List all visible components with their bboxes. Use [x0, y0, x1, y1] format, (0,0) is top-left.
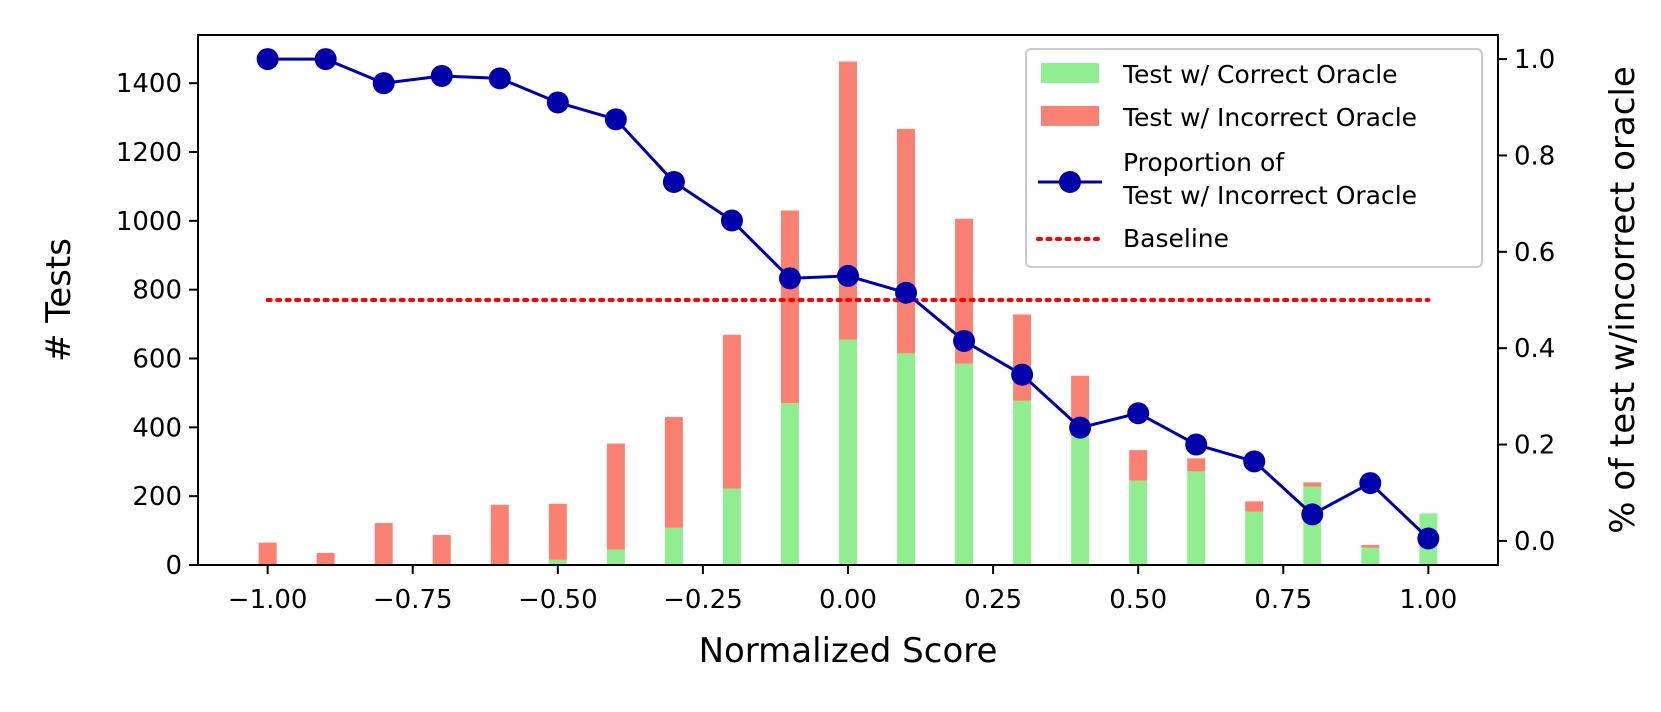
x-tick-label: 0.25: [964, 585, 1022, 615]
y-tick-label: 1000: [116, 207, 182, 237]
x-tick-label: −0.25: [663, 585, 743, 615]
proportion-point: [720, 209, 743, 232]
x-tick-label: −0.75: [373, 585, 453, 615]
x-tick-label: 0.75: [1254, 585, 1312, 615]
bar-incorrect: [1303, 482, 1322, 487]
y-axis-right: 0.0 0.2 0.4 0.6 0.8 1.0: [1498, 45, 1555, 557]
bar-incorrect: [258, 542, 277, 565]
bar-incorrect: [548, 503, 567, 560]
legend-label-proportion-line2: Test w/ Incorrect Oracle: [1122, 181, 1417, 210]
bar-incorrect: [374, 523, 393, 565]
proportion-point: [488, 67, 511, 90]
bar-correct: [548, 559, 567, 565]
y2-tick-label: 1.0: [1514, 45, 1555, 75]
bar-correct: [1013, 400, 1032, 565]
legend: Test w/ Correct Oracle Test w/ Incorrect…: [1025, 48, 1483, 268]
bar-correct: [722, 488, 741, 565]
bar-incorrect: [664, 417, 683, 528]
x-tick-label: −1.00: [228, 585, 308, 615]
legend-swatch-proportion-marker: [1059, 171, 1081, 193]
proportion-point: [430, 64, 453, 87]
bar-incorrect: [897, 128, 916, 354]
y2-tick-label: 0.8: [1514, 141, 1555, 171]
bar-incorrect: [432, 535, 451, 565]
bar-correct: [1245, 511, 1264, 565]
bar-correct: [897, 353, 916, 565]
bar-correct: [1071, 435, 1090, 565]
bar-incorrect: [1361, 545, 1380, 548]
bar-incorrect: [722, 334, 741, 489]
legend-box: [1025, 48, 1483, 268]
bar-correct: [1187, 471, 1206, 565]
bar-incorrect: [839, 61, 857, 340]
bar-correct: [955, 363, 974, 565]
bar-incorrect: [606, 443, 625, 550]
y2-axis-title: % of test w/incorrect oracle: [1603, 66, 1643, 534]
y-tick-label: 600: [132, 345, 182, 375]
y-tick-label: 1200: [116, 138, 182, 168]
proportion-point: [1417, 527, 1440, 550]
x-axis-title: Normalized Score: [699, 631, 998, 671]
proportion-point: [1359, 472, 1382, 495]
y2-tick-label: 0.0: [1514, 527, 1555, 557]
bar-incorrect: [1013, 314, 1032, 401]
x-tick-label: −0.50: [518, 585, 598, 615]
bar-correct: [839, 339, 857, 565]
bar-incorrect: [780, 210, 799, 404]
y-tick-label: 0: [165, 551, 182, 581]
legend-swatch-incorrect: [1041, 106, 1099, 126]
legend-label-proportion-line1: Proportion of: [1123, 148, 1285, 177]
proportion-point: [953, 329, 976, 352]
proportion-point: [1011, 363, 1034, 386]
proportion-point: [895, 281, 918, 304]
y-tick-label: 1400: [116, 69, 182, 99]
y-tick-label: 800: [132, 276, 182, 306]
bar-incorrect: [955, 218, 974, 364]
proportion-point: [778, 267, 801, 290]
bars-layer: [258, 61, 1438, 565]
proportion-point: [372, 72, 395, 95]
proportion-point: [1069, 416, 1092, 439]
legend-label-incorrect: Test w/ Incorrect Oracle: [1122, 103, 1417, 132]
x-tick-label: 0.50: [1109, 585, 1167, 615]
bar-incorrect: [316, 552, 335, 565]
bar-correct: [664, 527, 683, 565]
y-tick-label: 400: [132, 413, 182, 443]
bar-correct: [606, 549, 625, 565]
legend-label-baseline: Baseline: [1123, 224, 1229, 253]
proportion-point: [1185, 433, 1208, 456]
proportion-line-layer: [256, 48, 1440, 550]
y2-tick-label: 0.2: [1514, 431, 1555, 461]
y-axis-left: 0 200 400 600 800 1000 1200 1400: [116, 69, 198, 581]
bar-correct: [1303, 486, 1322, 565]
bar-incorrect: [1187, 458, 1206, 472]
bar-correct: [780, 403, 799, 565]
bar-incorrect: [1245, 501, 1264, 512]
y-axis-title: # Tests: [39, 238, 79, 362]
proportion-point: [662, 170, 685, 193]
bar-correct: [1129, 480, 1148, 565]
y2-tick-label: 0.4: [1514, 334, 1555, 364]
legend-label-correct: Test w/ Correct Oracle: [1122, 60, 1398, 89]
y2-tick-label: 0.6: [1514, 238, 1555, 268]
proportion-point: [837, 264, 859, 287]
proportion-point: [314, 48, 337, 71]
legend-swatch-correct: [1041, 63, 1099, 83]
x-tick-label: 1.00: [1399, 585, 1457, 615]
x-axis: −1.00 −0.75 −0.50 −0.25 0.00 0.25 0.50 0.75 1.00: [228, 565, 1457, 615]
proportion-point: [604, 108, 627, 131]
bar-correct: [1361, 547, 1380, 565]
proportion-point: [1301, 503, 1324, 526]
proportion-point: [1127, 402, 1150, 425]
y-tick-label: 200: [132, 482, 182, 512]
bar-incorrect: [490, 504, 509, 565]
proportion-point: [1243, 450, 1266, 473]
proportion-point: [546, 91, 569, 114]
proportion-point: [256, 48, 279, 71]
x-tick-label: 0.00: [819, 585, 877, 615]
bar-incorrect: [1129, 450, 1148, 481]
